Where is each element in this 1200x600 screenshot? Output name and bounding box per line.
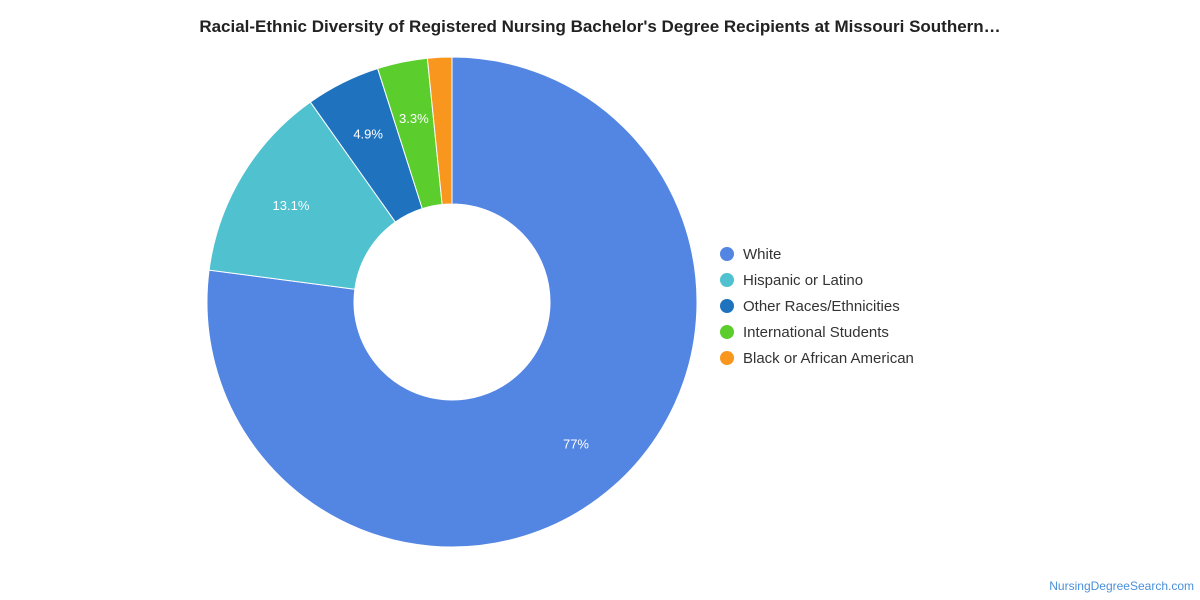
legend-swatch <box>720 273 734 287</box>
source-credit[interactable]: NursingDegreeSearch.com <box>1049 579 1194 593</box>
legend-swatch <box>720 351 734 365</box>
slice-white[interactable] <box>206 56 698 548</box>
slice-hispanic-or-latino[interactable] <box>208 101 397 290</box>
legend-label: Hispanic or Latino <box>743 271 864 289</box>
slice-label: 4.9% <box>353 127 383 142</box>
legend-label: Other Races/Ethnicities <box>743 297 900 315</box>
slice-label: 77% <box>563 436 589 451</box>
legend-label: Black or African American <box>743 349 914 367</box>
legend-item[interactable]: Black or African American <box>720 345 914 371</box>
slice-label: 3.3% <box>399 111 429 126</box>
legend-item[interactable]: White <box>720 241 914 267</box>
legend-swatch <box>720 325 734 339</box>
slice-black-or-african-american[interactable] <box>426 56 453 206</box>
slice-label: 13.1% <box>273 198 310 213</box>
legend-item[interactable]: Hispanic or Latino <box>720 267 914 293</box>
chart-title: Racial-Ethnic Diversity of Registered Nu… <box>199 17 1001 36</box>
legend-swatch <box>720 299 734 313</box>
legend-swatch <box>720 247 734 261</box>
legend-label: White <box>743 245 782 263</box>
chart-legend: White Hispanic or Latino Other Races/Ethni… <box>720 241 914 371</box>
legend-item[interactable]: International Students <box>720 319 914 345</box>
legend-label: International Students <box>743 323 889 341</box>
legend-item[interactable]: Other Races/Ethnicities <box>720 293 914 319</box>
